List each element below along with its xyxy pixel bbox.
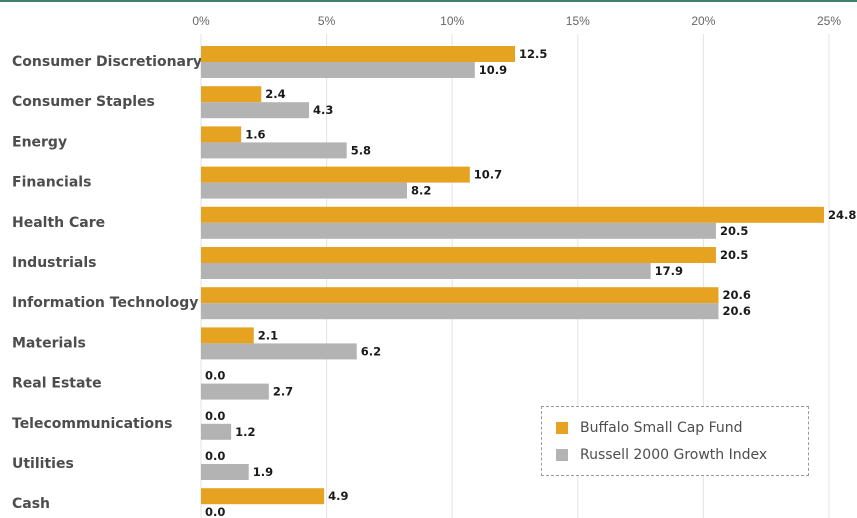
data-label-fund: 20.6	[722, 288, 750, 302]
bar-index	[201, 383, 269, 400]
bar-fund	[201, 327, 254, 344]
legend-swatch-index	[556, 449, 568, 461]
bar-index	[201, 142, 347, 159]
data-label-fund: 24.8	[828, 208, 856, 222]
bar-index	[201, 423, 232, 440]
legend-label-fund: Buffalo Small Cap Fund	[580, 420, 743, 436]
data-label-index: 1.9	[253, 465, 273, 479]
bar-fund	[201, 86, 262, 103]
bar-index	[201, 464, 249, 480]
category-label: Energy	[12, 134, 67, 150]
data-label-index: 4.3	[313, 103, 333, 117]
x-tick-label: 15%	[566, 14, 590, 28]
data-label-index: 6.2	[361, 344, 381, 358]
bar-fund	[201, 287, 719, 304]
legend-item-fund: Buffalo Small Cap Fund	[556, 419, 743, 437]
x-tick-label: 10%	[440, 14, 464, 28]
data-label-fund: 0.0	[205, 449, 225, 463]
legend: Buffalo Small Cap Fund Russell 2000 Grow…	[541, 406, 809, 476]
data-label-index: 5.8	[351, 143, 371, 157]
data-label-fund: 0.0	[205, 409, 225, 423]
data-label-fund: 2.1	[258, 328, 278, 342]
bar-fund	[201, 166, 470, 183]
category-label: Real Estate	[12, 376, 102, 392]
data-label-fund: 20.5	[720, 248, 748, 262]
bar-index	[201, 62, 475, 78]
data-label-index: 2.7	[273, 385, 293, 399]
category-label: Consumer Discretionary	[12, 54, 202, 70]
x-tick-label: 25%	[817, 14, 841, 28]
legend-label-index: Russell 2000 Growth Index	[580, 447, 768, 463]
bar-index	[201, 303, 719, 320]
data-label-fund: 1.6	[245, 127, 265, 141]
bar-fund	[201, 46, 515, 62]
category-label: Telecommunications	[12, 416, 172, 432]
category-labels: Consumer Discretionary Consumer Staples En…	[12, 54, 202, 512]
category-label: Financials	[12, 175, 91, 191]
data-label-index: 1.2	[235, 425, 255, 439]
category-label: Health Care	[12, 215, 105, 231]
x-tick-label: 20%	[691, 14, 715, 28]
category-label: Industrials	[12, 255, 96, 271]
bar-index	[201, 182, 407, 199]
bars	[201, 46, 824, 505]
data-label-index: 0.0	[205, 505, 225, 518]
data-label-fund: 12.5	[519, 47, 547, 61]
x-tick-label: 5%	[318, 14, 336, 28]
data-label-index: 20.6	[722, 304, 750, 318]
data-label-index: 17.9	[655, 264, 683, 278]
x-axis-ticks: 0% 5% 10% 15% 20% 25%	[192, 14, 841, 28]
data-label-fund: 2.4	[265, 87, 285, 101]
data-label-index: 20.5	[720, 224, 748, 238]
legend-swatch-fund	[556, 422, 568, 434]
bar-fund	[201, 247, 716, 263]
bar-index	[201, 222, 716, 239]
bar-fund	[201, 488, 325, 505]
top-rule	[0, 0, 857, 2]
data-labels: 12.5 10.9 2.4 4.3 1.6 5.8 10.7 8.2 24.8 20.5 20.5 1…	[205, 47, 856, 518]
data-label-fund: 4.9	[328, 489, 348, 503]
bar-index	[201, 263, 651, 279]
category-label: Materials	[12, 335, 86, 351]
category-label: Information Technology	[12, 295, 198, 311]
x-tick-label: 0%	[192, 14, 210, 28]
bar-index	[201, 102, 310, 119]
bar-index	[201, 343, 357, 360]
category-label: Cash	[12, 496, 50, 512]
data-label-fund: 10.7	[474, 168, 502, 182]
bar-fund	[201, 206, 824, 223]
category-label: Utilities	[12, 456, 74, 472]
category-label: Consumer Staples	[12, 94, 155, 110]
bar-fund	[201, 126, 242, 143]
data-label-index: 8.2	[411, 184, 431, 198]
legend-item-index: Russell 2000 Growth Index	[556, 446, 767, 464]
data-label-index: 10.9	[479, 63, 507, 77]
data-label-fund: 0.0	[205, 369, 225, 383]
